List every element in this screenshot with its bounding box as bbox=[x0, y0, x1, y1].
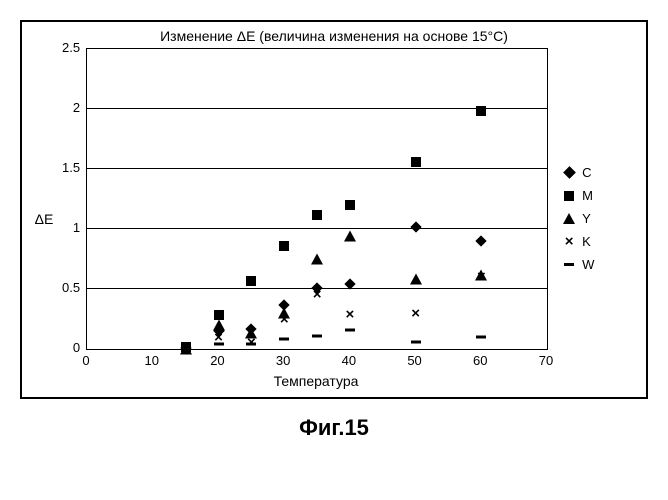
legend: CMY×KW bbox=[562, 157, 594, 280]
figure-caption: Фиг.15 bbox=[20, 415, 648, 441]
data-point: × bbox=[280, 315, 289, 325]
data-point bbox=[214, 343, 224, 346]
legend-label: C bbox=[582, 165, 591, 180]
plot-row: 2.521.510.50 ×××××××× bbox=[62, 48, 548, 350]
data-point bbox=[477, 237, 485, 245]
data-point: × bbox=[214, 333, 223, 343]
x-tick-label: 20 bbox=[210, 353, 224, 368]
legend-marker-dash-icon bbox=[562, 258, 576, 272]
data-point: × bbox=[411, 309, 420, 319]
data-point bbox=[345, 200, 355, 210]
plot-and-legend: 2.521.510.50 ×××××××× 010203040506070 Те… bbox=[62, 48, 638, 389]
legend-item: W bbox=[562, 257, 594, 272]
legend-label: M bbox=[582, 188, 593, 203]
legend-marker-triangle-icon bbox=[562, 212, 576, 226]
data-point bbox=[411, 157, 421, 167]
legend-label: Y bbox=[582, 211, 591, 226]
data-point bbox=[312, 334, 322, 337]
x-tick-label: 10 bbox=[144, 353, 158, 368]
x-axis-label: Температура bbox=[86, 373, 546, 389]
legend-item: Y bbox=[562, 211, 594, 226]
legend-marker-square-icon bbox=[562, 189, 576, 203]
chart-title: Изменение ΔE (величина изменения на осно… bbox=[30, 28, 638, 44]
x-tick-label: 50 bbox=[407, 353, 421, 368]
x-tick-label: 0 bbox=[82, 353, 89, 368]
data-point bbox=[279, 338, 289, 341]
y-axis-label: ΔE bbox=[30, 211, 62, 227]
data-point bbox=[346, 280, 354, 288]
legend-label: W bbox=[582, 257, 594, 272]
x-tick-label: 40 bbox=[342, 353, 356, 368]
data-point bbox=[181, 348, 191, 351]
data-point bbox=[279, 241, 289, 251]
data-point bbox=[312, 210, 322, 220]
legend-item: M bbox=[562, 188, 594, 203]
data-point: × bbox=[477, 272, 486, 282]
x-tick-label: 30 bbox=[276, 353, 290, 368]
data-point bbox=[411, 340, 421, 343]
legend-item: C bbox=[562, 165, 594, 180]
chart-frame: Изменение ΔE (величина изменения на осно… bbox=[20, 20, 648, 399]
data-point: × bbox=[346, 310, 355, 320]
x-tick-label: 70 bbox=[539, 353, 553, 368]
plot-area: ×××××××× bbox=[86, 48, 548, 350]
data-point bbox=[476, 336, 486, 339]
data-point bbox=[345, 328, 355, 331]
y-ticks: 2.521.510.50 bbox=[62, 48, 86, 348]
data-point bbox=[412, 223, 420, 231]
data-point bbox=[344, 231, 356, 242]
chart-body: ΔE 2.521.510.50 ×××××××× 010203040506070… bbox=[30, 48, 638, 389]
gridline bbox=[87, 168, 547, 169]
x-ticks: 010203040506070 bbox=[86, 353, 546, 371]
data-point bbox=[246, 276, 256, 286]
legend-marker-x-icon: × bbox=[562, 235, 576, 249]
legend-label: K bbox=[582, 234, 591, 249]
gridline bbox=[87, 228, 547, 229]
data-point bbox=[410, 274, 422, 285]
x-tick-label: 60 bbox=[473, 353, 487, 368]
legend-item: ×K bbox=[562, 234, 594, 249]
data-point bbox=[311, 254, 323, 265]
legend-marker-diamond-icon bbox=[562, 166, 576, 180]
plot-column: 2.521.510.50 ×××××××× 010203040506070 Те… bbox=[62, 48, 548, 389]
data-point bbox=[476, 106, 486, 116]
data-point bbox=[246, 343, 256, 346]
data-point: × bbox=[313, 290, 322, 300]
